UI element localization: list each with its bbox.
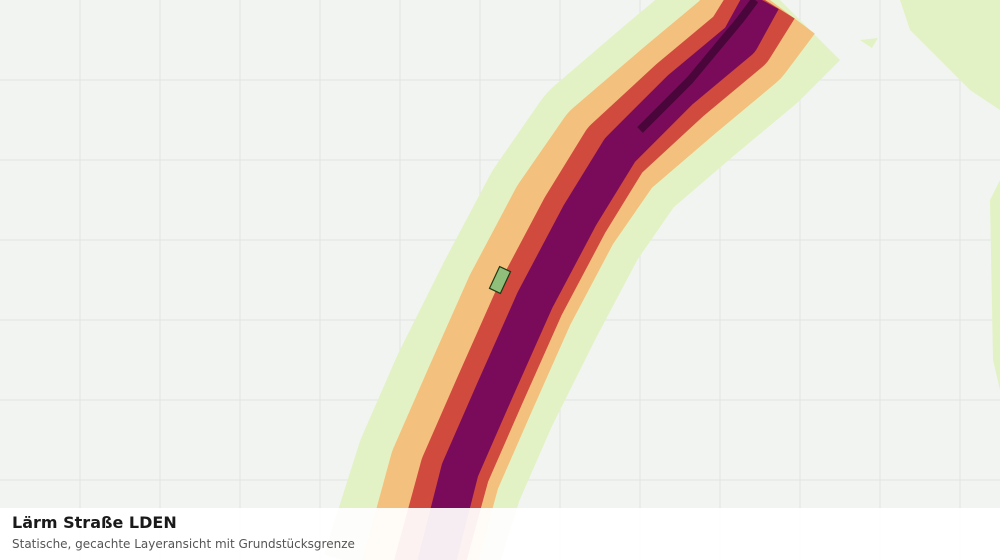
caption: Lärm Straße LDEN Statische, gecachte Lay…: [0, 508, 1000, 560]
noise-bands: [324, 0, 841, 560]
parcel-boundary[interactable]: [488, 265, 512, 295]
layer-title: Lärm Straße LDEN: [12, 513, 177, 532]
noise-zone-low: [860, 0, 1000, 390]
layer-subtitle: Statische, gecachte Layeransicht mit Gru…: [12, 537, 355, 551]
